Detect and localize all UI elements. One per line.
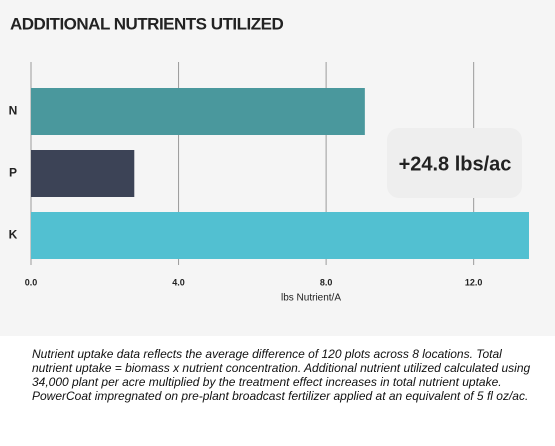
- x-tick-label: 12.0: [465, 277, 483, 287]
- chart-title: ADDITIONAL NUTRIENTS UTILIZED: [10, 14, 283, 33]
- x-tick-label: 0.0: [25, 277, 38, 287]
- chart: ADDITIONAL NUTRIENTS UTILIZED lbs Nutrie…: [8, 14, 529, 304]
- annotation: +24.8 lbs/ac: [399, 153, 512, 175]
- x-tick-label: 8.0: [320, 277, 333, 287]
- y-tick-label: K: [9, 228, 18, 242]
- bar: [31, 88, 365, 135]
- bar: [31, 150, 135, 197]
- x-tick-label: 4.0: [172, 277, 185, 287]
- y-tick-label: N: [9, 104, 18, 118]
- x-axis-label: lbs Nutrient/A: [281, 293, 341, 304]
- caption: Nutrient uptake data reflects the averag…: [32, 347, 531, 403]
- annotation-box: [387, 128, 522, 198]
- y-tick-label: P: [9, 166, 17, 180]
- bar: [31, 212, 529, 259]
